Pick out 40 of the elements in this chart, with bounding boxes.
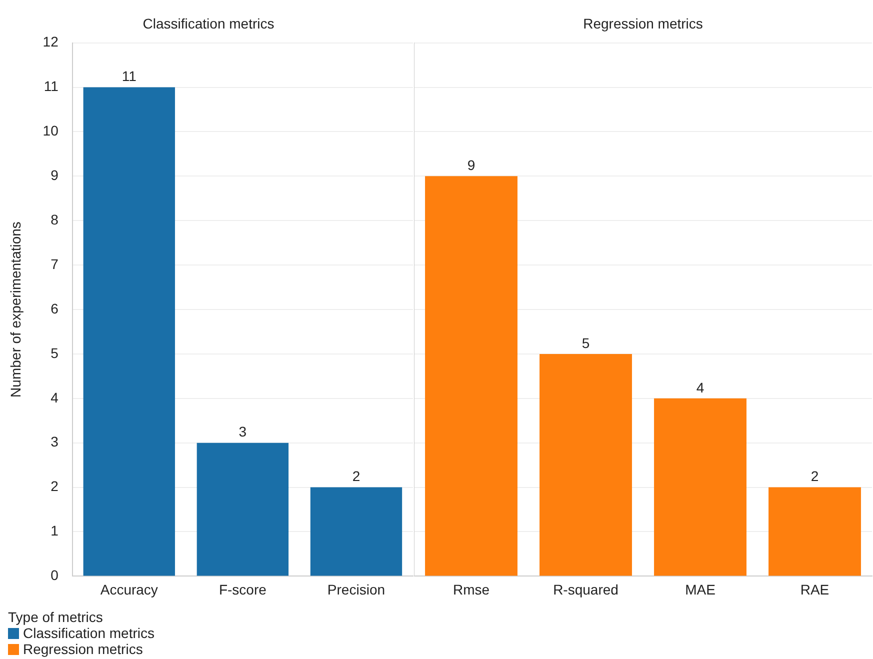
y-tick-label: 1 [50,522,59,539]
x-tick-label: Precision [327,581,386,598]
y-tick-label: 7 [50,256,59,272]
x-tick-label: Accuracy [100,581,158,598]
legend-title: Type of metrics [8,609,104,625]
legend-label: Regression metrics [22,641,144,657]
y-tick-label: 3 [50,434,59,450]
y-tick-label: 11 [44,78,59,94]
bar [196,442,289,576]
data-label: 11 [122,68,137,84]
x-tick-label: R-squared [553,581,618,598]
y-tick-label: 2 [50,478,59,494]
data-label: 9 [467,157,476,174]
chart-title: Regression metrics [583,15,703,32]
bar [425,176,518,576]
x-tick-label: MAE [685,581,716,598]
data-label: 3 [238,424,247,440]
y-tick-label: 0 [50,567,59,584]
chart-title: Classification metrics [142,15,274,32]
y-tick-label: 10 [42,122,59,139]
x-tick-label: Rmse [452,581,490,598]
y-tick-label: 9 [50,167,59,184]
y-tick-label: 4 [50,389,59,406]
y-tick-label: 12 [42,34,59,50]
y-tick-label: 6 [50,300,59,316]
data-label: 2 [352,468,360,484]
x-tick-label: F-score [218,581,267,598]
y-axis-title: Number of experimentations [7,222,24,398]
bar [310,487,402,576]
y-tick-label: 8 [50,211,59,228]
bar [654,398,746,576]
y-tick-label: 5 [50,344,59,361]
bar [83,87,175,576]
x-tick-label: RAE [800,581,830,598]
bar [768,487,861,576]
data-label: 4 [696,379,704,396]
data-label: 5 [582,334,590,351]
bar [540,354,632,576]
data-label: 2 [810,468,819,484]
legend-label: Classification metrics [22,625,154,641]
